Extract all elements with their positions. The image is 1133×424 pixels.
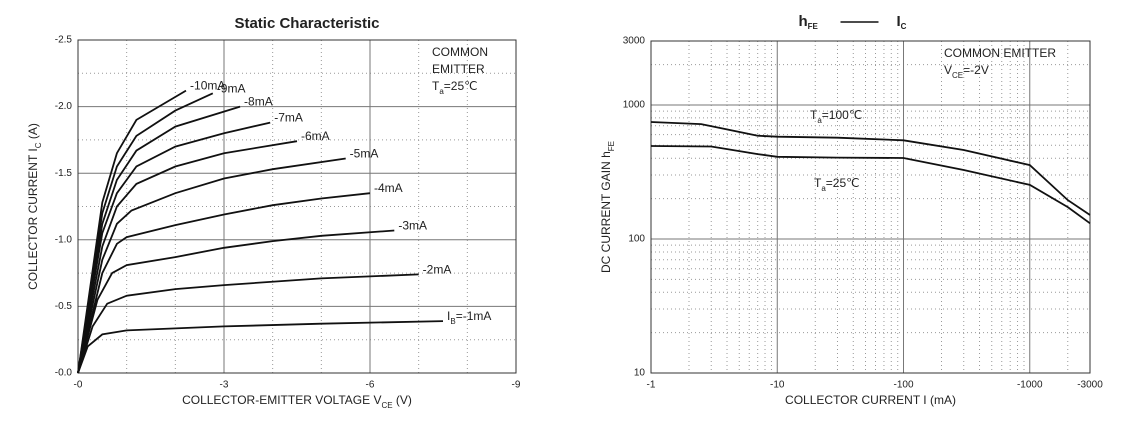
- curve-label-part: -9mA: [217, 81, 246, 95]
- y-tick-label: 1000: [623, 100, 646, 111]
- annotation-part: a: [817, 116, 822, 125]
- curve-label-part: -2mA: [423, 263, 452, 277]
- curve-label-part: -5mA: [350, 147, 379, 161]
- annotation-part: T: [814, 176, 822, 190]
- curve: [77, 92, 214, 374]
- curve-label: -8mA: [244, 95, 273, 109]
- chart-title-part: C: [901, 22, 907, 31]
- y-axis-label-part: COLLECTOR CURRENT I: [26, 148, 40, 290]
- x-tick-label: -9: [512, 380, 521, 391]
- chart-title: IC: [897, 13, 907, 31]
- curve: [77, 140, 298, 374]
- chart-title: Static Characteristic: [234, 15, 379, 32]
- x-tick-label: -100: [893, 380, 913, 391]
- curve: [77, 105, 241, 374]
- annotation: COMMON EMITTER: [944, 46, 1056, 60]
- y-tick-label: -1.0: [55, 234, 73, 245]
- x-axis-label-part: CE: [381, 401, 392, 410]
- curve-label-part: =-1mA: [456, 309, 492, 323]
- annotation-part: COMMON EMITTER: [944, 46, 1056, 60]
- curve: [650, 145, 1091, 225]
- annotation-part: a: [821, 184, 826, 193]
- y-axis-label: DC CURRENT GAIN hFE: [599, 141, 616, 273]
- curve-label-part: I: [447, 309, 450, 323]
- curve-label-part: -6mA: [301, 129, 330, 143]
- annotation-part: V: [944, 63, 952, 77]
- y-axis-label-part: (A): [26, 123, 40, 142]
- curve-label: -2mA: [423, 263, 452, 277]
- x-tick-label: -10: [770, 380, 785, 391]
- x-tick-label: -3000: [1077, 380, 1103, 391]
- x-axis-label-part: (V): [393, 393, 412, 407]
- annotation: Ta=25℃: [814, 176, 860, 193]
- y-tick-label: -0.0: [55, 368, 73, 379]
- curve-label: -10mA: [190, 79, 225, 93]
- plot-frame: [77, 39, 517, 374]
- y-axis-label-part: C: [34, 142, 43, 148]
- annotation-part: =25℃: [444, 79, 478, 93]
- x-axis-label-part: COLLECTOR-EMITTER VOLTAGE V: [182, 393, 381, 407]
- curve: [77, 192, 371, 374]
- plot-frame: [650, 40, 1091, 374]
- y-axis-label-part: FE: [607, 141, 616, 151]
- curve-label-part: -7mA: [274, 111, 303, 125]
- annotation-part: EMITTER: [432, 62, 485, 76]
- curve-label: IB=-1mA: [447, 309, 491, 326]
- curve: [77, 320, 444, 374]
- curve-label-part: -3mA: [398, 219, 427, 233]
- annotation-part: T: [432, 79, 440, 93]
- curve-label: -9mA: [217, 81, 246, 95]
- y-axis-label: COLLECTOR CURRENT IC (A): [26, 123, 43, 290]
- annotation: Ta=25℃: [432, 79, 478, 96]
- chart-title-part: I: [897, 13, 901, 30]
- annotation-part: =-2V: [963, 63, 989, 77]
- y-tick-label: -1.5: [55, 168, 73, 179]
- curve: [77, 89, 187, 374]
- annotation-part: CE: [952, 71, 963, 80]
- annotation: COMMON: [432, 45, 488, 59]
- curve-label: -4mA: [374, 181, 403, 195]
- annotation-part: T: [810, 108, 818, 122]
- y-tick-label: -2.0: [55, 101, 73, 112]
- curve: [77, 273, 419, 374]
- y-axis-label-part: DC CURRENT GAIN h: [599, 151, 613, 273]
- curve-label: -3mA: [398, 219, 427, 233]
- curve-label-part: -4mA: [374, 181, 403, 195]
- annotation-part: a: [439, 87, 444, 96]
- curve-label-part: -10mA: [190, 79, 225, 93]
- x-tick-label: -1000: [1017, 380, 1043, 391]
- annotation: EMITTER: [432, 62, 485, 76]
- y-tick-label: 3000: [623, 36, 646, 47]
- curve-label: -6mA: [301, 129, 330, 143]
- x-tick-label: -3: [220, 380, 229, 391]
- y-tick-label: 100: [628, 234, 645, 245]
- x-axis-label-part: COLLECTOR CURRENT I (mA): [785, 393, 956, 407]
- x-axis-label: COLLECTOR-EMITTER VOLTAGE VCE (V): [182, 393, 412, 410]
- chart-title-part: Static Characteristic: [234, 15, 379, 32]
- x-tick-label: -6: [366, 380, 375, 391]
- curve: [77, 229, 395, 374]
- y-tick-label: -2.5: [55, 35, 73, 46]
- x-axis-label: COLLECTOR CURRENT I (mA): [785, 393, 956, 407]
- annotation-part: COMMON: [432, 45, 488, 59]
- curve: [77, 121, 271, 374]
- y-tick-label: -0.5: [55, 301, 73, 312]
- annotation-part: =100℃: [822, 108, 863, 122]
- curve-label-part: -8mA: [244, 95, 273, 109]
- curve-label-part: B: [450, 317, 455, 326]
- curve-label: -7mA: [274, 111, 303, 125]
- annotation: VCE=-2V: [944, 63, 989, 80]
- curve-label: -5mA: [350, 147, 379, 161]
- curve: [650, 121, 1091, 216]
- curve: [77, 157, 346, 374]
- chart-title-part: h: [799, 13, 808, 30]
- annotation-part: =25℃: [826, 176, 860, 190]
- annotation: Ta=100℃: [810, 108, 862, 125]
- y-tick-label: 10: [634, 368, 646, 379]
- x-tick-label: -1: [647, 380, 656, 391]
- x-tick-label: -0: [74, 380, 83, 391]
- chart-title: hFE: [799, 13, 819, 31]
- chart-title-part: FE: [808, 22, 819, 31]
